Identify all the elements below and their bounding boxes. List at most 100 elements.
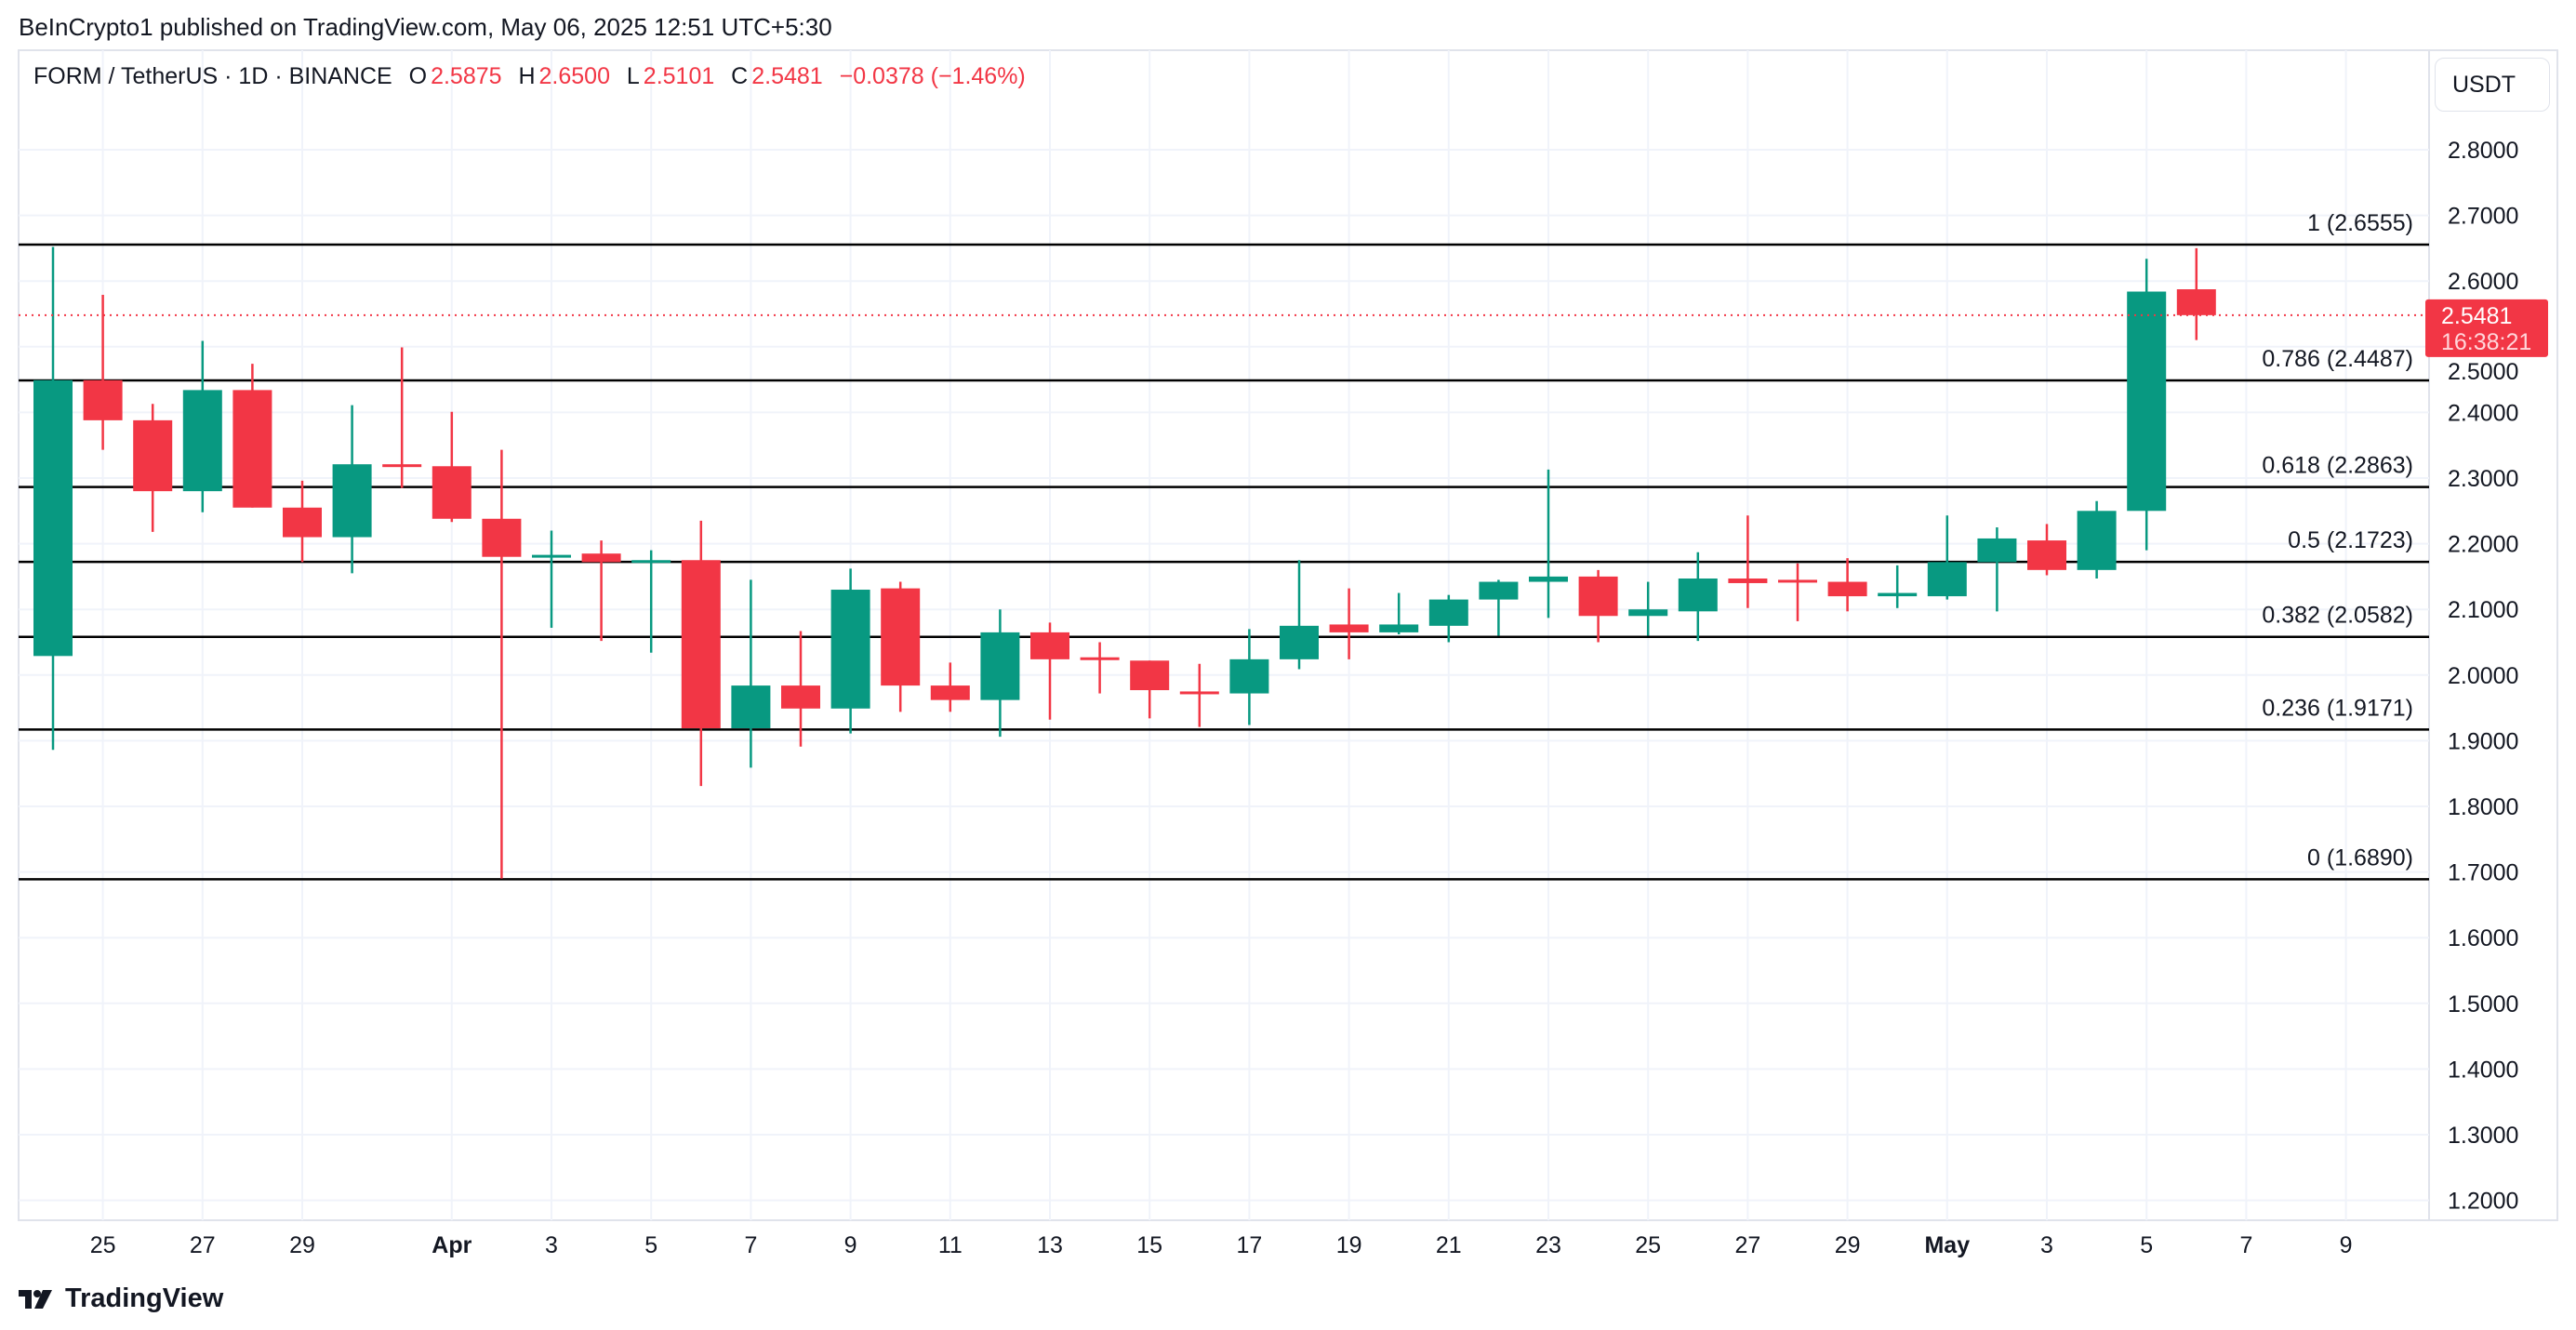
open-label: O (408, 63, 428, 89)
candle-up (731, 685, 771, 728)
high-value: 2.6500 (538, 63, 610, 89)
price-tick-label: 1.6000 (2448, 925, 2518, 951)
price-tick-label: 1.4000 (2448, 1057, 2518, 1083)
candle-up (1229, 658, 1269, 694)
candle-down (232, 390, 272, 508)
fib-level-label: 0.382 (2.0582) (2262, 603, 2413, 629)
date-tick-label: 25 (90, 1232, 116, 1258)
date-tick-label: 11 (938, 1232, 963, 1258)
last-price-badge (2425, 299, 2548, 357)
price-tick-label: 1.8000 (2448, 794, 2518, 820)
price-tick-label: 1.9000 (2448, 728, 2518, 754)
fib-level-label: 0 (1.6890) (2307, 845, 2413, 871)
candle-down (1030, 632, 1069, 659)
candle-down (432, 466, 471, 519)
date-tick-label: 9 (2340, 1232, 2353, 1258)
candle-up (1280, 625, 1319, 659)
price-tick-label: 1.3000 (2448, 1123, 2518, 1149)
date-tick-label: 27 (1734, 1232, 1760, 1258)
date-tick-label: 3 (2040, 1232, 2053, 1258)
candle-down (382, 464, 422, 468)
candle-up (1977, 538, 2017, 563)
date-tick-label: 25 (1635, 1232, 1661, 1258)
candle-up (532, 554, 571, 558)
publisher-line: BeInCrypto1 published on TradingView.com… (19, 13, 832, 41)
candle-down (930, 685, 970, 700)
candle-up (1379, 624, 1419, 632)
candle-up (1428, 599, 1468, 626)
candle-down (1728, 579, 1768, 583)
price-tick-label: 2.2000 (2448, 532, 2518, 558)
fib-level-label: 0.618 (2.2863) (2262, 453, 2413, 479)
candle-down (1179, 691, 1219, 695)
date-tick-label: 29 (289, 1232, 315, 1258)
plot-border (18, 49, 2558, 1221)
date-tick-label: 13 (1037, 1232, 1063, 1258)
candle-down (781, 685, 820, 709)
candle-down (83, 379, 123, 420)
candle-up (631, 560, 671, 564)
close-value: 2.5481 (751, 63, 823, 89)
candle-down (2027, 540, 2066, 570)
date-tick-label: 15 (1136, 1232, 1162, 1258)
candle-up (332, 464, 372, 538)
candle-up (1479, 581, 1519, 600)
low-value: 2.5101 (643, 63, 715, 89)
candle-down (1578, 576, 1618, 617)
price-tick-label: 2.0000 (2448, 663, 2518, 689)
tradingview-logo[interactable]: TradingView (19, 1283, 223, 1314)
candle-down (1778, 579, 1817, 583)
candle-down (681, 560, 721, 728)
candle-down (2176, 289, 2216, 315)
candle-up (2077, 511, 2117, 570)
price-tick-label: 2.4000 (2448, 400, 2518, 426)
logo-text: TradingView (65, 1283, 224, 1313)
candle-down (283, 507, 322, 538)
candle-up (1927, 562, 1967, 597)
candle-down (581, 553, 621, 563)
date-tick-label: 27 (190, 1232, 216, 1258)
date-tick-label: 7 (2239, 1232, 2252, 1258)
open-value: 2.5875 (431, 63, 502, 89)
date-tick-label: Apr (432, 1232, 471, 1258)
fib-level-label: 0.786 (2.4487) (2262, 346, 2413, 372)
date-tick-label: 3 (545, 1232, 558, 1258)
date-tick-label: 23 (1535, 1232, 1561, 1258)
candle-down (1080, 657, 1120, 660)
price-tick-label: 1.5000 (2448, 991, 2518, 1017)
currency-unit-button[interactable]: USDT (2435, 58, 2550, 112)
price-tick-label: 1.2000 (2448, 1189, 2518, 1215)
price-tick-label: 2.7000 (2448, 204, 2518, 230)
date-tick-label: 5 (644, 1232, 657, 1258)
candle-down (1130, 660, 1170, 691)
candle-up (980, 632, 1020, 700)
ohlc-legend: FORM / TetherUS · 1D · BINANCE O 2.5875 H… (33, 63, 1029, 90)
date-tick-label: 5 (2140, 1232, 2153, 1258)
candle-up (1628, 609, 1668, 617)
candle-down (1827, 581, 1867, 597)
price-tick-label: 2.8000 (2448, 138, 2518, 164)
candle-up (2127, 291, 2167, 512)
date-tick-label: 17 (1236, 1232, 1262, 1258)
candle-up (1878, 592, 1918, 597)
fib-level-label: 1 (2.6555) (2307, 210, 2413, 236)
date-tick-label: 7 (744, 1232, 757, 1258)
fib-level-label: 0.236 (1.9171) (2262, 695, 2413, 721)
candle-down (482, 518, 522, 557)
change-value: −0.0378 (−1.46%) (839, 63, 1026, 89)
price-tick-label: 2.6000 (2448, 269, 2518, 295)
bar-countdown: 16:38:21 (2441, 329, 2531, 355)
high-label: H (518, 63, 536, 89)
tradingview-logo-icon (19, 1289, 52, 1309)
candle-up (1678, 579, 1718, 612)
close-label: C (731, 63, 749, 89)
candle-down (133, 419, 173, 492)
price-tick-label: 2.3000 (2448, 466, 2518, 492)
candle-down (881, 588, 921, 686)
date-tick-label: 19 (1336, 1232, 1362, 1258)
date-tick-label: May (1924, 1232, 1970, 1258)
symbol-title[interactable]: FORM / TetherUS · 1D · BINANCE (33, 63, 392, 89)
price-tick-label: 1.7000 (2448, 860, 2518, 886)
candle-up (1529, 576, 1568, 582)
